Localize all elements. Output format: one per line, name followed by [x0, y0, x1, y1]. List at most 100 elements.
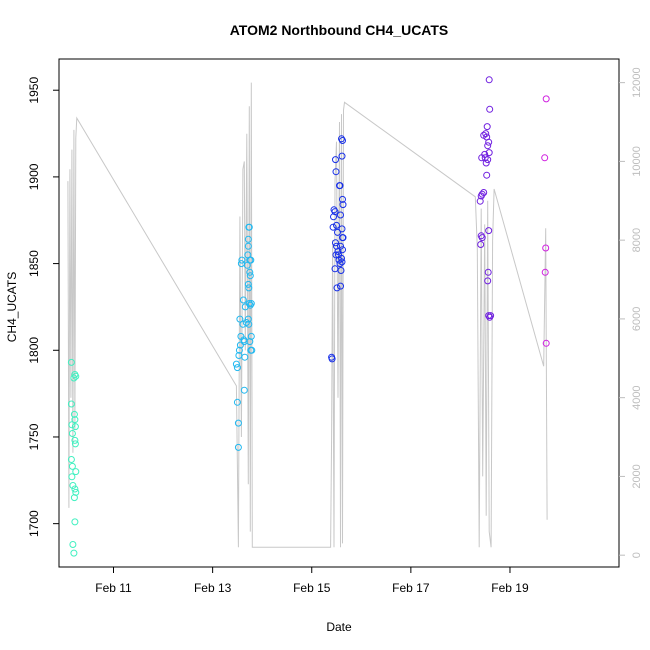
data-point — [244, 315, 252, 323]
data-point — [72, 488, 80, 496]
data-point — [481, 150, 489, 158]
data-point — [541, 268, 549, 276]
data-point — [236, 315, 244, 323]
y2-tick-label: 8000 — [631, 228, 643, 252]
data-point — [334, 228, 341, 236]
data-point — [245, 284, 253, 292]
data-point — [329, 223, 337, 231]
y-tick-label: 1750 — [27, 423, 41, 450]
data-point — [67, 400, 75, 408]
y2-tick-label: 10000 — [631, 146, 643, 177]
data-point — [484, 268, 492, 276]
x-tick-label: Feb 13 — [194, 581, 232, 595]
data-point — [485, 76, 493, 84]
y2-tick-label: 4000 — [631, 385, 643, 409]
y-tick-label: 1700 — [27, 510, 41, 537]
data-point — [339, 195, 346, 203]
data-point — [337, 242, 344, 250]
data-point — [70, 410, 78, 418]
x-axis-label: Date — [326, 620, 352, 634]
data-point — [339, 201, 347, 209]
data-point — [332, 156, 339, 164]
data-point — [244, 242, 252, 250]
data-point — [232, 360, 240, 368]
data-point — [236, 341, 244, 349]
data-point — [330, 213, 337, 221]
data-point — [67, 358, 75, 366]
data-point — [542, 244, 550, 252]
data-point — [337, 267, 345, 274]
data-point — [542, 339, 550, 347]
data-point — [338, 152, 346, 160]
data-point — [234, 443, 242, 451]
data-point — [70, 549, 78, 557]
data-point — [248, 346, 256, 354]
data-point — [339, 246, 346, 254]
data-point — [246, 301, 254, 309]
data-point — [482, 130, 490, 138]
data-point — [234, 419, 242, 427]
data-point — [247, 256, 255, 264]
data-point — [244, 280, 252, 288]
data-point — [71, 485, 79, 493]
y2-tick-label: 6000 — [631, 307, 643, 331]
data-point — [478, 190, 486, 198]
data-point — [542, 95, 550, 103]
data-point — [485, 227, 493, 235]
y2-tick-label: 0 — [631, 552, 643, 558]
data-point — [333, 221, 340, 229]
data-point — [245, 300, 253, 307]
data-point — [247, 332, 255, 340]
data-point — [70, 374, 78, 382]
data-point — [332, 251, 340, 259]
data-point — [478, 234, 486, 242]
x-tick-label: Feb 15 — [293, 581, 331, 595]
x-tick-label: Feb 11 — [95, 581, 132, 595]
x-tick-label: Feb 19 — [491, 581, 529, 595]
plot-area: Feb 11 Feb 13 Feb 15 Feb 17 Feb 19 1700 1750 18… — [27, 58, 643, 595]
data-point — [541, 154, 549, 162]
data-point — [482, 159, 490, 167]
data-point — [72, 372, 80, 380]
data-point — [339, 137, 346, 144]
x-tick-label: Feb 17 — [392, 581, 430, 595]
y-tick-label: 1800 — [27, 337, 41, 364]
data-point — [241, 303, 249, 311]
data-point — [338, 258, 346, 266]
data-point — [69, 482, 77, 489]
data-point — [247, 300, 255, 307]
y-tick-label: 1950 — [27, 77, 41, 104]
data-point — [476, 197, 484, 205]
data-point — [233, 364, 241, 372]
data-point — [240, 386, 248, 394]
data-point — [484, 156, 492, 164]
data-point — [68, 430, 76, 437]
data-point — [485, 149, 493, 157]
data-point — [336, 182, 344, 190]
data-point — [338, 225, 346, 233]
y-tick-label: 1900 — [27, 163, 41, 190]
data-point — [245, 223, 253, 231]
data-point — [477, 241, 485, 248]
data-point — [485, 312, 493, 320]
data-point — [328, 355, 336, 363]
data-point — [333, 284, 341, 292]
data-point — [484, 277, 492, 285]
data-point — [68, 462, 76, 470]
data-point — [332, 168, 340, 176]
data-point — [71, 436, 79, 444]
y2-tick-label: 12000 — [631, 67, 643, 98]
data-point — [71, 518, 79, 526]
data-point — [245, 320, 253, 328]
data-point — [485, 138, 493, 146]
data-point — [487, 312, 495, 320]
data-point — [71, 440, 79, 448]
data-point — [484, 142, 492, 150]
plot-border — [58, 58, 620, 568]
data-point — [72, 468, 80, 476]
data-point — [246, 272, 254, 280]
data-point — [235, 346, 243, 354]
data-point — [67, 456, 75, 463]
